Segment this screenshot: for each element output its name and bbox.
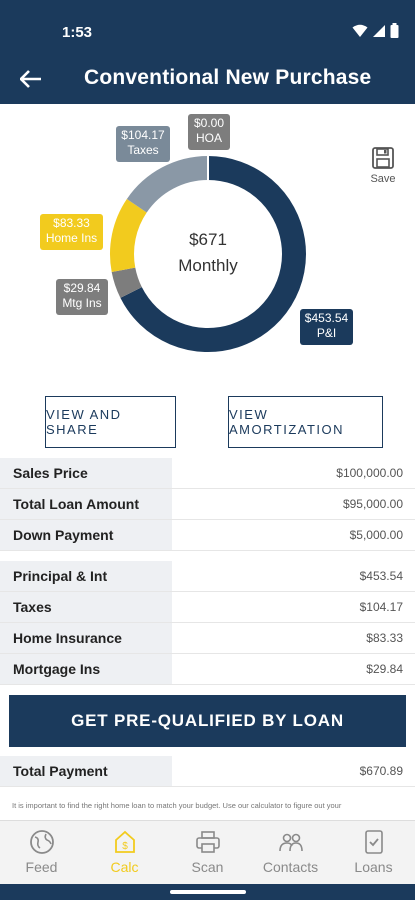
svg-text:$: $ <box>122 841 128 852</box>
slice-home-ins <box>110 199 147 273</box>
view-amortization-button[interactable]: VIEW AMORTIZATION <box>228 396 383 448</box>
row-value: $670.89 <box>172 756 415 786</box>
donut-chart <box>110 156 306 352</box>
row-taxes: Taxes $104.17 <box>0 592 415 623</box>
calculator-icon: $ <box>114 830 135 853</box>
tag-mtg-ins-label: Mtg Ins <box>62 296 102 310</box>
bottom-nav: Feed $ Calc Scan Contacts Loans <box>0 820 415 884</box>
nav-loans-label: Loans <box>354 859 393 875</box>
total-section: Total Payment $670.89 <box>0 756 415 787</box>
view-and-share-button[interactable]: VIEW AND SHARE <box>45 396 176 448</box>
payment-breakdown: Principal & Int $453.54 Taxes $104.17 Ho… <box>0 561 415 685</box>
row-down-payment: Down Payment $5,000.00 <box>0 520 415 551</box>
row-value[interactable]: $104.17 <box>172 592 415 622</box>
globe-icon <box>29 830 54 854</box>
tag-hoa-amount: $0.00 <box>193 116 225 130</box>
row-value[interactable]: $95,000.00 <box>172 489 415 519</box>
row-principal-int: Principal & Int $453.54 <box>0 561 415 592</box>
row-value: $453.54 <box>172 561 415 591</box>
chart-center-amount: $671 <box>189 230 227 249</box>
tag-pi-amount: $453.54 <box>304 311 349 325</box>
row-mortgage-ins: Mortgage Ins $29.84 <box>0 654 415 685</box>
tag-home-ins-label: Home Ins <box>45 231 98 245</box>
row-value[interactable]: $5,000.00 <box>172 520 415 550</box>
home-gesture-handle[interactable] <box>170 890 246 894</box>
row-total-loan-amount: Total Loan Amount $95,000.00 <box>0 489 415 520</box>
status-icons <box>352 23 399 38</box>
get-pre-qualified-button[interactable]: GET PRE-QUALIFIED BY LOAN <box>9 695 406 747</box>
disclaimer-text: It is important to find the right home l… <box>12 801 342 810</box>
row-label: Down Payment <box>0 520 172 550</box>
tag-mtg-ins: $29.84 Mtg Ins <box>56 279 108 315</box>
tag-taxes: $104.17 Taxes <box>116 126 170 162</box>
row-sales-price: Sales Price $100,000.00 <box>0 458 415 489</box>
row-home-insurance: Home Insurance $83.33 <box>0 623 415 654</box>
save-button[interactable]: Save <box>366 146 400 192</box>
row-label: Home Insurance <box>0 623 172 653</box>
tag-pi-label: P&I <box>316 326 337 340</box>
tag-home-ins: $83.33 Home Ins <box>40 214 103 250</box>
row-value[interactable]: $100,000.00 <box>172 458 415 488</box>
slice-mtg-ins <box>111 267 143 298</box>
row-value[interactable]: $29.84 <box>172 654 415 684</box>
row-label: Mortgage Ins <box>0 654 172 684</box>
status-time: 1:53 <box>62 24 93 41</box>
row-label: Taxes <box>0 592 172 622</box>
nav-contacts-label: Contacts <box>262 859 319 875</box>
slice-taxes <box>126 156 209 213</box>
nav-scan-label: Scan <box>191 859 224 875</box>
payment-chart: $671 Monthly $104.17 Taxes $0.00 HOA $83… <box>0 104 415 384</box>
tag-taxes-label: Taxes <box>127 143 159 157</box>
tag-hoa-label: HOA <box>195 131 222 145</box>
nav-scan[interactable]: Scan <box>166 821 249 884</box>
nav-contacts[interactable]: Contacts <box>249 821 332 884</box>
tag-mtg-ins-amount: $29.84 <box>63 281 101 295</box>
row-label: Total Payment <box>0 756 172 786</box>
row-total-payment: Total Payment $670.89 <box>0 756 415 787</box>
floppy-disk-icon <box>372 147 394 169</box>
arrow-left-icon <box>20 70 41 88</box>
row-label: Sales Price <box>0 458 172 488</box>
back-button[interactable] <box>16 64 46 94</box>
nav-loans[interactable]: Loans <box>332 821 415 884</box>
row-label: Principal & Int <box>0 561 172 591</box>
contacts-icon <box>278 833 303 852</box>
save-label: Save <box>370 173 396 185</box>
chart-center-label: Monthly <box>178 256 238 275</box>
battery-icon <box>390 23 399 38</box>
printer-icon <box>195 831 220 853</box>
row-value[interactable]: $83.33 <box>172 623 415 653</box>
loan-details: Sales Price $100,000.00 Total Loan Amoun… <box>0 458 415 551</box>
tag-home-ins-amount: $83.33 <box>53 216 90 230</box>
slice-p-i <box>120 156 306 352</box>
app-header: 1:53 Conventional New Purchase <box>0 0 415 104</box>
checklist-icon <box>364 830 383 854</box>
nav-feed-label: Feed <box>25 859 58 875</box>
page-title: Conventional New Purchase <box>84 66 372 89</box>
tag-taxes-amount: $104.17 <box>121 128 165 142</box>
row-label: Total Loan Amount <box>0 489 172 519</box>
nav-feed[interactable]: Feed <box>0 821 83 884</box>
nav-calc-label: Calc <box>110 859 139 875</box>
signal-icon <box>373 24 385 37</box>
tag-pi: $453.54 P&I <box>300 309 353 345</box>
nav-calc[interactable]: $ Calc <box>83 821 166 884</box>
wifi-icon <box>352 24 368 37</box>
tag-hoa: $0.00 HOA <box>188 114 230 150</box>
